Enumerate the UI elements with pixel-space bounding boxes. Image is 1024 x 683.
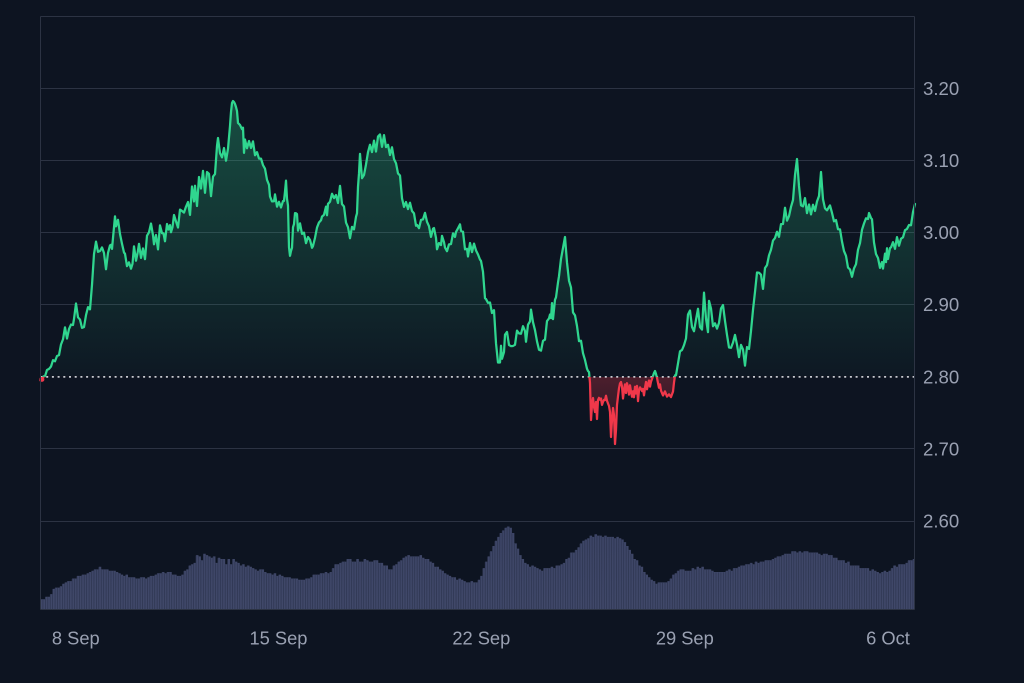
- svg-text:3.00: 3.00: [923, 222, 959, 243]
- svg-text:29 Sep: 29 Sep: [656, 628, 714, 649]
- svg-text:3.20: 3.20: [923, 78, 959, 99]
- svg-text:3.10: 3.10: [923, 150, 959, 171]
- svg-text:8 Sep: 8 Sep: [52, 628, 100, 649]
- svg-text:6 Oct: 6 Oct: [866, 628, 910, 649]
- svg-text:2.60: 2.60: [923, 510, 959, 531]
- svg-text:2.90: 2.90: [923, 294, 959, 315]
- svg-text:22 Sep: 22 Sep: [452, 628, 510, 649]
- svg-text:2.80: 2.80: [923, 366, 959, 387]
- svg-text:2.70: 2.70: [923, 438, 959, 459]
- svg-text:15 Sep: 15 Sep: [250, 628, 308, 649]
